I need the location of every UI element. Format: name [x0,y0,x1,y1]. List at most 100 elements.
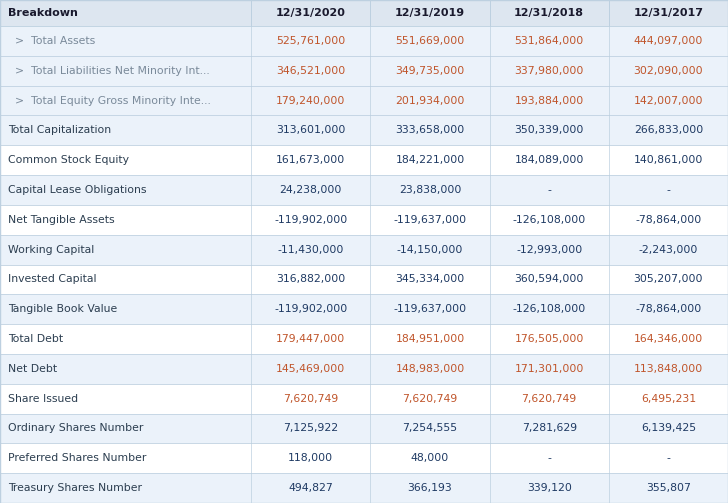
Text: Share Issued: Share Issued [8,394,78,403]
Text: 161,673,000: 161,673,000 [276,155,345,165]
Text: 355,807: 355,807 [646,483,691,493]
Text: 7,281,629: 7,281,629 [522,424,577,434]
Text: -14,150,000: -14,150,000 [397,244,463,255]
Text: -12,993,000: -12,993,000 [516,244,582,255]
Text: 193,884,000: 193,884,000 [515,96,584,106]
Text: -119,637,000: -119,637,000 [393,304,467,314]
Text: 113,848,000: 113,848,000 [634,364,703,374]
Text: 118,000: 118,000 [288,453,333,463]
Text: -126,108,000: -126,108,000 [513,215,586,225]
Text: -119,902,000: -119,902,000 [274,215,347,225]
Text: 12/31/2017: 12/31/2017 [633,8,703,18]
Text: 551,669,000: 551,669,000 [395,36,464,46]
Bar [0,473,728,503]
Text: >  Total Liabilities Net Minority Int...: > Total Liabilities Net Minority Int... [8,66,210,76]
Text: 176,505,000: 176,505,000 [515,334,584,344]
Text: 349,735,000: 349,735,000 [395,66,464,76]
Text: Preferred Shares Number: Preferred Shares Number [8,453,146,463]
Text: 525,761,000: 525,761,000 [276,36,345,46]
Text: 360,594,000: 360,594,000 [515,275,584,284]
Text: -78,864,000: -78,864,000 [636,304,702,314]
Bar [0,384,728,413]
Text: 313,601,000: 313,601,000 [276,125,346,135]
Bar [0,86,728,115]
Text: Net Tangible Assets: Net Tangible Assets [8,215,114,225]
Text: 179,447,000: 179,447,000 [276,334,345,344]
Text: Total Debt: Total Debt [8,334,63,344]
Bar [0,175,728,205]
Text: 333,658,000: 333,658,000 [395,125,464,135]
Bar [0,235,728,265]
Text: 184,221,000: 184,221,000 [395,155,464,165]
Text: -78,864,000: -78,864,000 [636,215,702,225]
Text: -11,430,000: -11,430,000 [277,244,344,255]
Bar [0,145,728,175]
Bar [0,265,728,294]
Text: 184,089,000: 184,089,000 [515,155,584,165]
Text: Ordinary Shares Number: Ordinary Shares Number [8,424,143,434]
Text: 339,120: 339,120 [527,483,571,493]
Text: 48,000: 48,000 [411,453,449,463]
Text: 302,090,000: 302,090,000 [633,66,703,76]
Bar [0,413,728,443]
Bar [0,0,728,26]
Text: -2,243,000: -2,243,000 [638,244,698,255]
Text: 7,620,749: 7,620,749 [403,394,458,403]
Text: -: - [547,453,551,463]
Text: Capital Lease Obligations: Capital Lease Obligations [8,185,146,195]
Text: >  Total Assets: > Total Assets [8,36,95,46]
Bar [0,324,728,354]
Bar [0,115,728,145]
Text: 12/31/2020: 12/31/2020 [276,8,346,18]
Text: 142,007,000: 142,007,000 [633,96,703,106]
Text: 266,833,000: 266,833,000 [634,125,703,135]
Text: >  Total Equity Gross Minority Inte...: > Total Equity Gross Minority Inte... [8,96,211,106]
Text: 345,334,000: 345,334,000 [395,275,464,284]
Bar [0,354,728,384]
Text: 179,240,000: 179,240,000 [276,96,346,106]
Text: 305,207,000: 305,207,000 [633,275,703,284]
Text: Invested Capital: Invested Capital [8,275,97,284]
Text: 494,827: 494,827 [288,483,333,493]
Text: 12/31/2019: 12/31/2019 [395,8,465,18]
Text: 366,193: 366,193 [408,483,452,493]
Text: -: - [666,453,670,463]
Text: Common Stock Equity: Common Stock Equity [8,155,129,165]
Text: 201,934,000: 201,934,000 [395,96,464,106]
Text: 164,346,000: 164,346,000 [634,334,703,344]
Text: 346,521,000: 346,521,000 [276,66,345,76]
Text: 23,838,000: 23,838,000 [399,185,461,195]
Text: 6,495,231: 6,495,231 [641,394,696,403]
Bar [0,205,728,235]
Text: 7,620,749: 7,620,749 [521,394,577,403]
Bar [0,294,728,324]
Text: 148,983,000: 148,983,000 [395,364,464,374]
Text: -126,108,000: -126,108,000 [513,304,586,314]
Bar [0,443,728,473]
Text: Working Capital: Working Capital [8,244,94,255]
Text: 12/31/2018: 12/31/2018 [514,8,584,18]
Text: 140,861,000: 140,861,000 [633,155,703,165]
Bar [0,26,728,56]
Bar [0,56,728,86]
Text: 7,620,749: 7,620,749 [283,394,339,403]
Text: Breakdown: Breakdown [8,8,78,18]
Text: 7,125,922: 7,125,922 [283,424,339,434]
Text: -: - [547,185,551,195]
Text: 7,254,555: 7,254,555 [403,424,457,434]
Text: 444,097,000: 444,097,000 [633,36,703,46]
Text: 184,951,000: 184,951,000 [395,334,464,344]
Text: Treasury Shares Number: Treasury Shares Number [8,483,142,493]
Text: -: - [666,185,670,195]
Text: 171,301,000: 171,301,000 [515,364,584,374]
Text: -119,637,000: -119,637,000 [393,215,467,225]
Text: 145,469,000: 145,469,000 [276,364,345,374]
Text: 531,864,000: 531,864,000 [515,36,584,46]
Text: Tangible Book Value: Tangible Book Value [8,304,117,314]
Text: -119,902,000: -119,902,000 [274,304,347,314]
Text: 316,882,000: 316,882,000 [276,275,345,284]
Text: 337,980,000: 337,980,000 [515,66,584,76]
Text: 6,139,425: 6,139,425 [641,424,696,434]
Text: Net Debt: Net Debt [8,364,57,374]
Text: Total Capitalization: Total Capitalization [8,125,111,135]
